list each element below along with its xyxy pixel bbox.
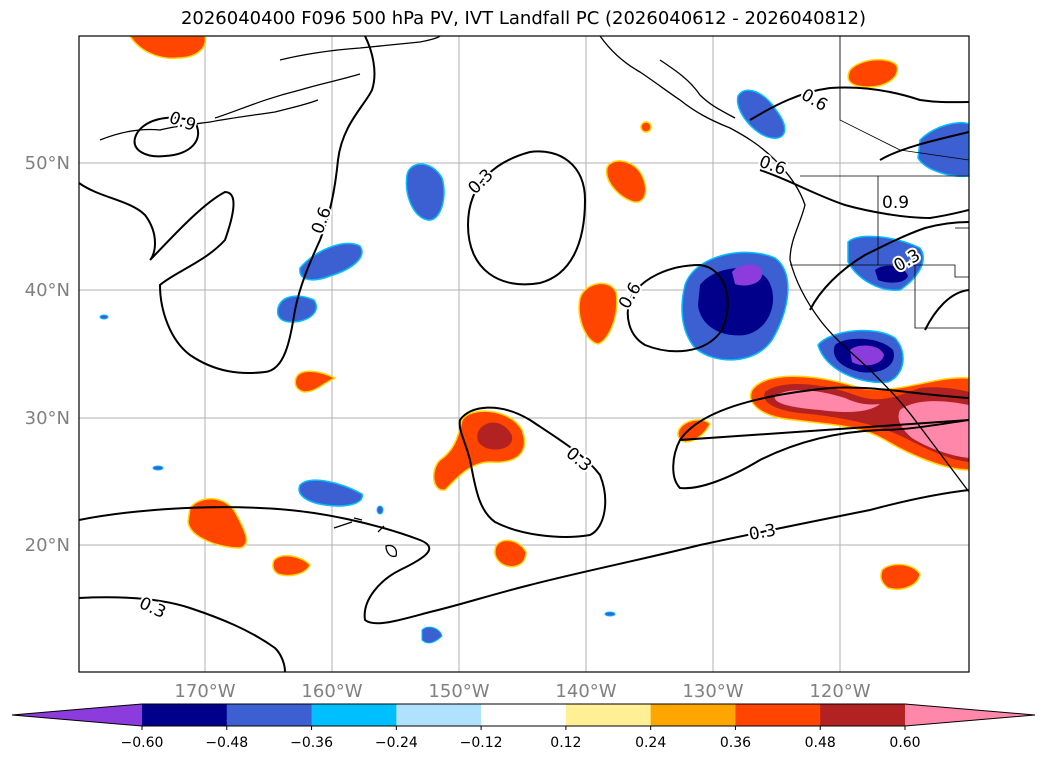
- latitude-labels: 50°N 40°N 30°N 20°N: [25, 153, 70, 556]
- pv-blob: [605, 160, 647, 203]
- pv-blob: [898, 401, 969, 458]
- pv-blob: [850, 345, 884, 366]
- colorbar-segment: [142, 704, 228, 726]
- pv-blob: [298, 479, 363, 507]
- pv-blob: [640, 121, 652, 133]
- colorbar-tick-label: 0.12: [550, 735, 581, 751]
- colorbar-tick-label: −0.12: [460, 735, 503, 751]
- colorbar-segment: [311, 704, 397, 726]
- colorbar-tick-label: −0.24: [375, 735, 418, 751]
- lat-tick-label: 50°N: [25, 153, 70, 174]
- lon-tick-label: 150°W: [428, 681, 489, 702]
- colorbar-segment: [226, 704, 313, 726]
- lat-tick-label: 40°N: [25, 280, 70, 301]
- pv-blob: [276, 295, 317, 323]
- plot-frame: [78, 35, 970, 673]
- pv-blob: [494, 539, 527, 568]
- colorbar-tick-label: 0.48: [805, 735, 836, 751]
- colorbar-segment: [396, 704, 482, 726]
- pv-filled-contours: [99, 36, 969, 644]
- pv-blob: [294, 370, 337, 393]
- colorbar-tick-label: −0.36: [290, 735, 333, 751]
- pv-blob: [477, 422, 513, 450]
- pv-blob: [299, 242, 363, 281]
- coastlines: [99, 36, 969, 558]
- pv-blob: [272, 554, 311, 577]
- colorbar-tick-label: 0.36: [720, 735, 751, 751]
- pv-blob: [677, 419, 711, 443]
- colorbar-segment: [650, 704, 736, 726]
- colorbar-tick-label: 0.24: [635, 735, 666, 751]
- pv-blob: [421, 626, 443, 644]
- pv-blob: [875, 265, 908, 283]
- colorbar-extend-min: [12, 704, 142, 726]
- lon-tick-label: 170°W: [174, 681, 235, 702]
- pv-blob: [698, 268, 774, 336]
- pv-blob: [405, 163, 445, 221]
- pv-blob: [604, 611, 616, 617]
- contour-label: 0.3: [747, 521, 777, 545]
- colorbar-segment: [565, 704, 652, 726]
- pv-blob: [578, 282, 618, 345]
- colorbar-extend-max: [905, 704, 1035, 726]
- pv-blob: [129, 36, 207, 60]
- lat-tick-label: 20°N: [25, 535, 70, 556]
- pv-blob: [880, 563, 921, 590]
- pv-blob: [99, 314, 109, 320]
- pv-blob: [152, 465, 164, 471]
- pv-blob: [187, 498, 248, 549]
- lon-tick-label: 120°W: [809, 681, 870, 702]
- colorbar: −0.60 −0.48 −0.36 −0.24 −0.12 0.12 0.24 0.36 0.4…: [11, 703, 1036, 751]
- pv-blob: [917, 121, 969, 178]
- contour-label: 0.9: [882, 193, 909, 213]
- colorbar-segment: [820, 704, 906, 726]
- colorbar-segment: [735, 704, 821, 726]
- ivt-contours: [79, 36, 969, 672]
- lon-tick-label: 160°W: [301, 681, 362, 702]
- colorbar-tick-label: −0.48: [205, 735, 248, 751]
- lon-tick-label: 130°W: [682, 681, 743, 702]
- colorbar-segment: [481, 704, 567, 726]
- map-title: 2026040400 F096 500 hPa PV, IVT Landfall…: [180, 8, 867, 29]
- colorbar-tick-label: 0.60: [889, 735, 920, 751]
- pv-blob: [732, 264, 763, 286]
- pv-blob: [774, 390, 880, 412]
- colorbar-tick-label: −0.60: [121, 735, 164, 751]
- borders: [790, 36, 969, 329]
- pv-blob: [847, 58, 899, 88]
- pv-blob: [376, 505, 384, 515]
- lat-tick-label: 30°N: [25, 408, 70, 429]
- longitude-labels: 170°W 160°W 150°W 140°W 130°W 120°W: [174, 681, 870, 702]
- lon-tick-label: 140°W: [555, 681, 616, 702]
- plot-area: [79, 36, 969, 672]
